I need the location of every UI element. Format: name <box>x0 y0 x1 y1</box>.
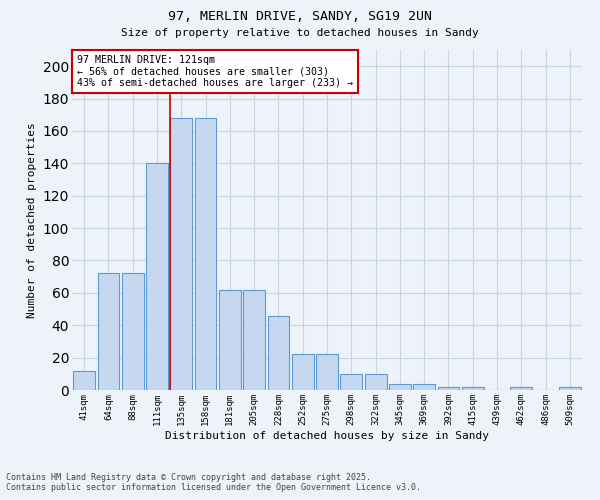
Bar <box>437 387 460 390</box>
Y-axis label: Number of detached properties: Number of detached properties <box>27 122 37 318</box>
Bar <box>462 387 484 390</box>
Bar <box>389 384 411 390</box>
Text: Size of property relative to detached houses in Sandy: Size of property relative to detached ho… <box>121 28 479 38</box>
Text: Contains HM Land Registry data © Crown copyright and database right 2025.
Contai: Contains HM Land Registry data © Crown c… <box>6 473 421 492</box>
Bar <box>170 118 192 390</box>
Bar <box>97 274 119 390</box>
Text: 97 MERLIN DRIVE: 121sqm
← 56% of detached houses are smaller (303)
43% of semi-d: 97 MERLIN DRIVE: 121sqm ← 56% of detache… <box>77 55 353 88</box>
Bar <box>559 387 581 390</box>
Bar <box>268 316 289 390</box>
Bar <box>292 354 314 390</box>
Bar <box>146 164 168 390</box>
Bar <box>511 387 532 390</box>
Bar <box>340 374 362 390</box>
Text: 97, MERLIN DRIVE, SANDY, SG19 2UN: 97, MERLIN DRIVE, SANDY, SG19 2UN <box>168 10 432 23</box>
Bar <box>316 354 338 390</box>
Bar <box>73 370 95 390</box>
Bar <box>122 274 143 390</box>
Bar <box>219 290 241 390</box>
Bar <box>243 290 265 390</box>
Bar <box>194 118 217 390</box>
Bar <box>413 384 435 390</box>
X-axis label: Distribution of detached houses by size in Sandy: Distribution of detached houses by size … <box>165 430 489 440</box>
Bar <box>365 374 386 390</box>
